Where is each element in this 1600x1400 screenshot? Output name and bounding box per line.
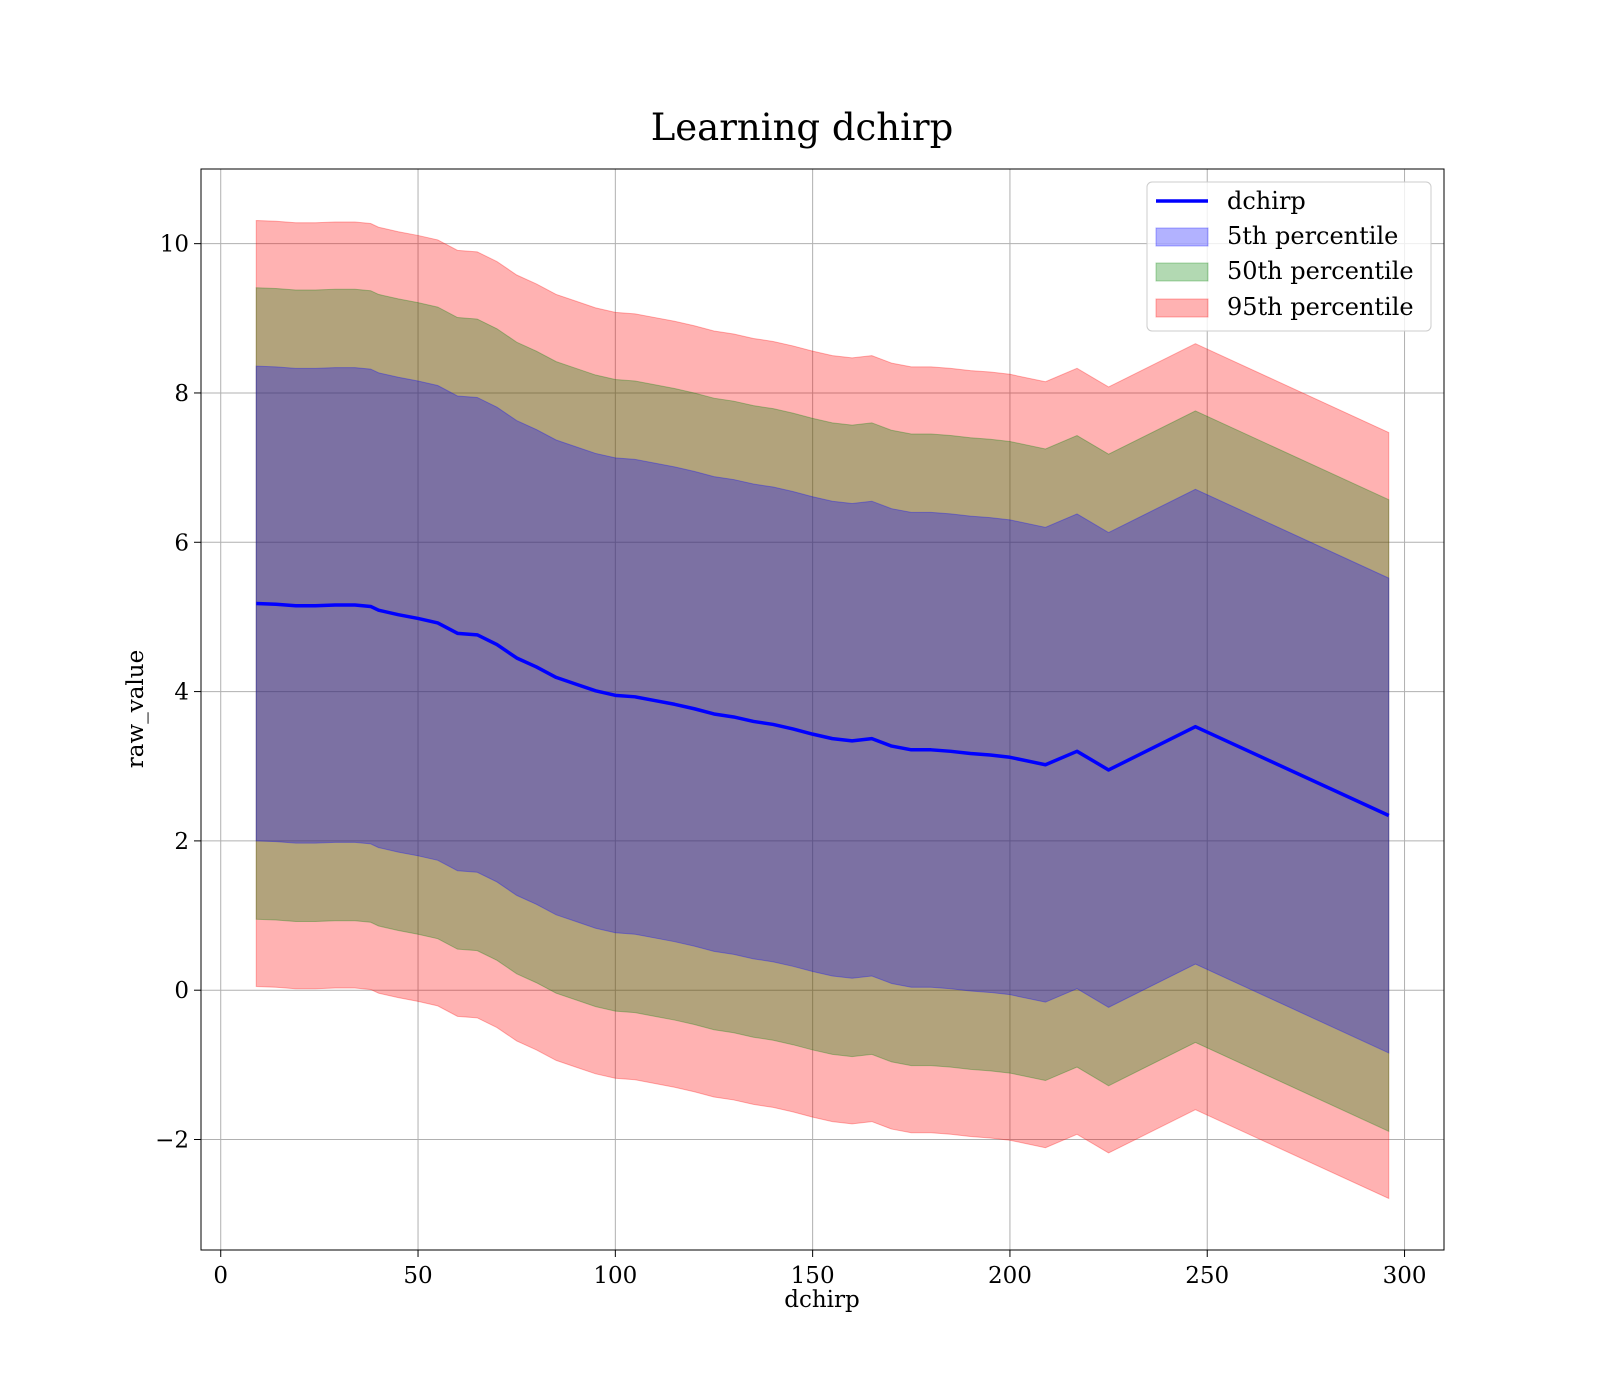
legend-label-5th-percentile: 5th percentile [1227,222,1398,250]
y-tick-label: 10 [160,232,189,258]
legend-frame [1146,181,1432,332]
y-tick-label: 2 [174,829,189,855]
y-tick-label: 8 [174,381,189,407]
legend-swatch-95th-percentile [1155,298,1209,318]
tick-layer: 0 50 100 150 200 250 300 −2 0 2 4 6 8 10 [155,232,1426,1289]
legend-label-95th-percentile: 95th percentile [1227,293,1414,321]
x-axis-label: dchirp [784,1287,860,1313]
y-tick-label: 0 [174,978,189,1004]
legend-swatch-5th-percentile [1155,227,1209,247]
legend-label-dchirp: dchirp [1227,187,1306,215]
band-5th-percentile [255,365,1390,1054]
legend-swatch-50th-percentile [1155,262,1209,282]
band-layer [255,219,1390,1200]
y-tick-label: 4 [174,680,189,706]
legend-label-50th-percentile: 50th percentile [1227,257,1414,285]
x-tick-label: 150 [791,1263,835,1289]
x-tick-label: 200 [988,1263,1032,1289]
plot-frame [200,168,1445,1251]
y-tick-label: 6 [174,530,189,556]
x-tick-label: 0 [213,1263,228,1289]
y-tick-label: −2 [155,1128,189,1154]
band-95th-percentile [255,219,1390,1200]
line-layer [256,601,1390,818]
chart-title: Learning dchirp [651,106,954,149]
x-tick-label: 100 [593,1263,637,1289]
legend: dchirp 5th percentile 50th percentile 95… [1146,181,1432,332]
y-axis-label: raw_value [123,650,149,768]
x-tick-label: 250 [1185,1263,1229,1289]
band-50th-percentile [255,287,1390,1133]
series-line-dchirp [256,601,1390,818]
x-tick-label: 300 [1383,1263,1427,1289]
x-tick-label: 50 [403,1263,432,1289]
